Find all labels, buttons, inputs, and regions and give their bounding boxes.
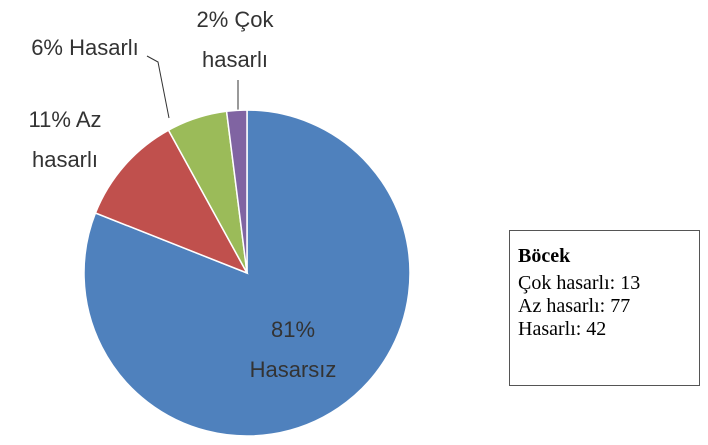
category-label: Hasarlı <box>69 35 139 60</box>
value-label: 11% <box>28 107 71 132</box>
pie-slice <box>225 109 248 274</box>
category-label: Az hasarlı <box>31 107 102 172</box>
category-label: Çok hasarlı <box>201 7 274 72</box>
note-title: Böcek <box>518 245 571 267</box>
slice-label: 2% Çok hasarlı <box>180 0 290 80</box>
pie-slice <box>94 129 249 275</box>
value-label: 81% <box>270 317 316 342</box>
note-line: Hasarlı: 42 <box>518 318 607 340</box>
category-label: Hasarsız <box>249 357 337 382</box>
value-label: 6% <box>31 35 63 60</box>
slice-label: 6% Hasarlı <box>5 28 165 68</box>
slice-label: 81% Hasarsız <box>238 310 348 390</box>
legend-box: Böcek Çok hasarlı: 13 Az hasarlı: 77 Has… <box>509 230 700 386</box>
note-line: Çok hasarlı: 13 <box>518 272 641 294</box>
leader-line <box>146 55 170 119</box>
note-line: Az hasarlı: 77 <box>518 295 631 317</box>
value-label: 2% <box>196 7 229 32</box>
slice-label: 11% Az hasarlı <box>10 100 120 180</box>
